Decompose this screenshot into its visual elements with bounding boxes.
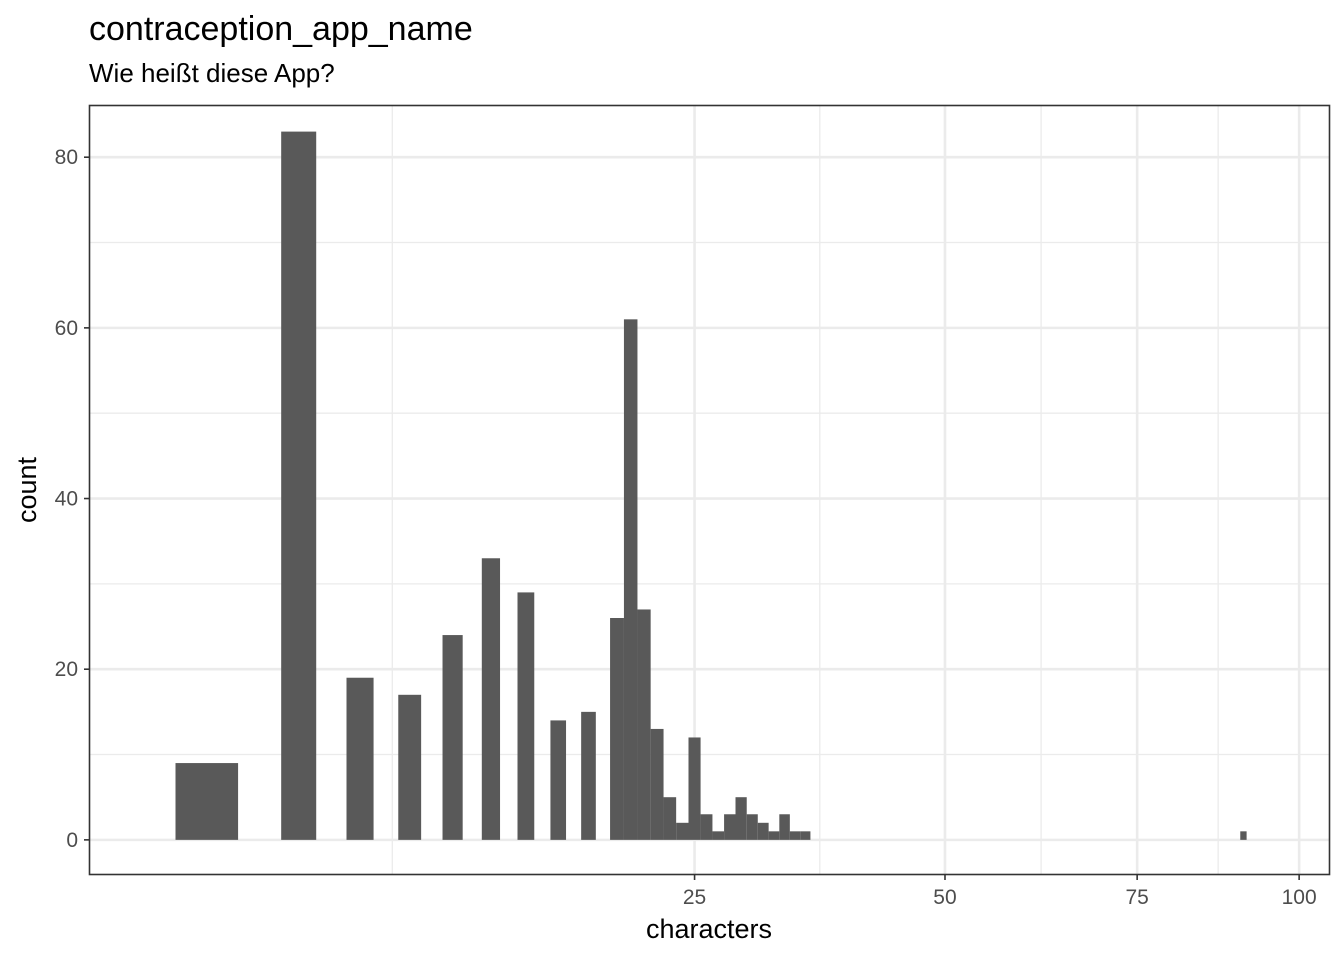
- histogram-bar: [550, 720, 567, 840]
- histogram-bar: [789, 831, 801, 840]
- histogram-bar: [637, 609, 651, 840]
- histogram-bar: [676, 822, 689, 840]
- histogram-bar: [746, 814, 758, 840]
- histogram-bar: [735, 797, 747, 840]
- histogram-bar: [623, 319, 638, 840]
- histogram-bar: [1240, 831, 1247, 840]
- histogram-bar: [281, 131, 317, 840]
- histogram-bar: [688, 737, 701, 840]
- histogram-bar: [581, 711, 596, 840]
- y-axis-title: count: [12, 456, 42, 523]
- chart-subtitle: Wie heißt diese App?: [89, 58, 335, 88]
- plot-panel-border: [88, 104, 1331, 876]
- y-tick-label: 80: [55, 146, 78, 169]
- histogram-bar: [442, 635, 463, 840]
- x-tick-label: 75: [1125, 886, 1148, 909]
- histogram-bar: [398, 694, 422, 840]
- histogram-bar: [663, 797, 677, 840]
- histogram-bar: [346, 677, 374, 840]
- histogram-bar: [712, 831, 725, 840]
- x-tick-label: 25: [683, 886, 706, 909]
- chart-title: contraception_app_name: [89, 10, 473, 48]
- axes-layer: 0 20 40 60 80 25 50 75 100: [55, 146, 1317, 909]
- y-tick-label: 40: [55, 488, 78, 511]
- y-tick-label: 0: [66, 829, 78, 852]
- histogram-bar: [768, 831, 780, 840]
- histogram-bar: [724, 814, 736, 840]
- histogram-bar: [779, 814, 790, 840]
- histogram-bar: [175, 763, 239, 840]
- histogram-bar: [517, 592, 535, 840]
- histogram-bar: [481, 558, 501, 840]
- histogram-bar: [800, 831, 811, 840]
- grid-layer: [90, 106, 1329, 874]
- x-axis-title: characters: [646, 914, 772, 944]
- y-tick-label: 60: [55, 317, 78, 340]
- x-tick-label: 50: [933, 886, 956, 909]
- histogram-bar: [650, 728, 664, 840]
- x-tick-label: 100: [1282, 886, 1317, 909]
- histogram-bar: [700, 814, 713, 840]
- histogram-bar: [757, 822, 769, 840]
- bars-layer: [175, 131, 1247, 840]
- y-tick-label: 20: [55, 658, 78, 681]
- plot-panel: [90, 106, 1329, 874]
- histogram-bar: [610, 618, 624, 840]
